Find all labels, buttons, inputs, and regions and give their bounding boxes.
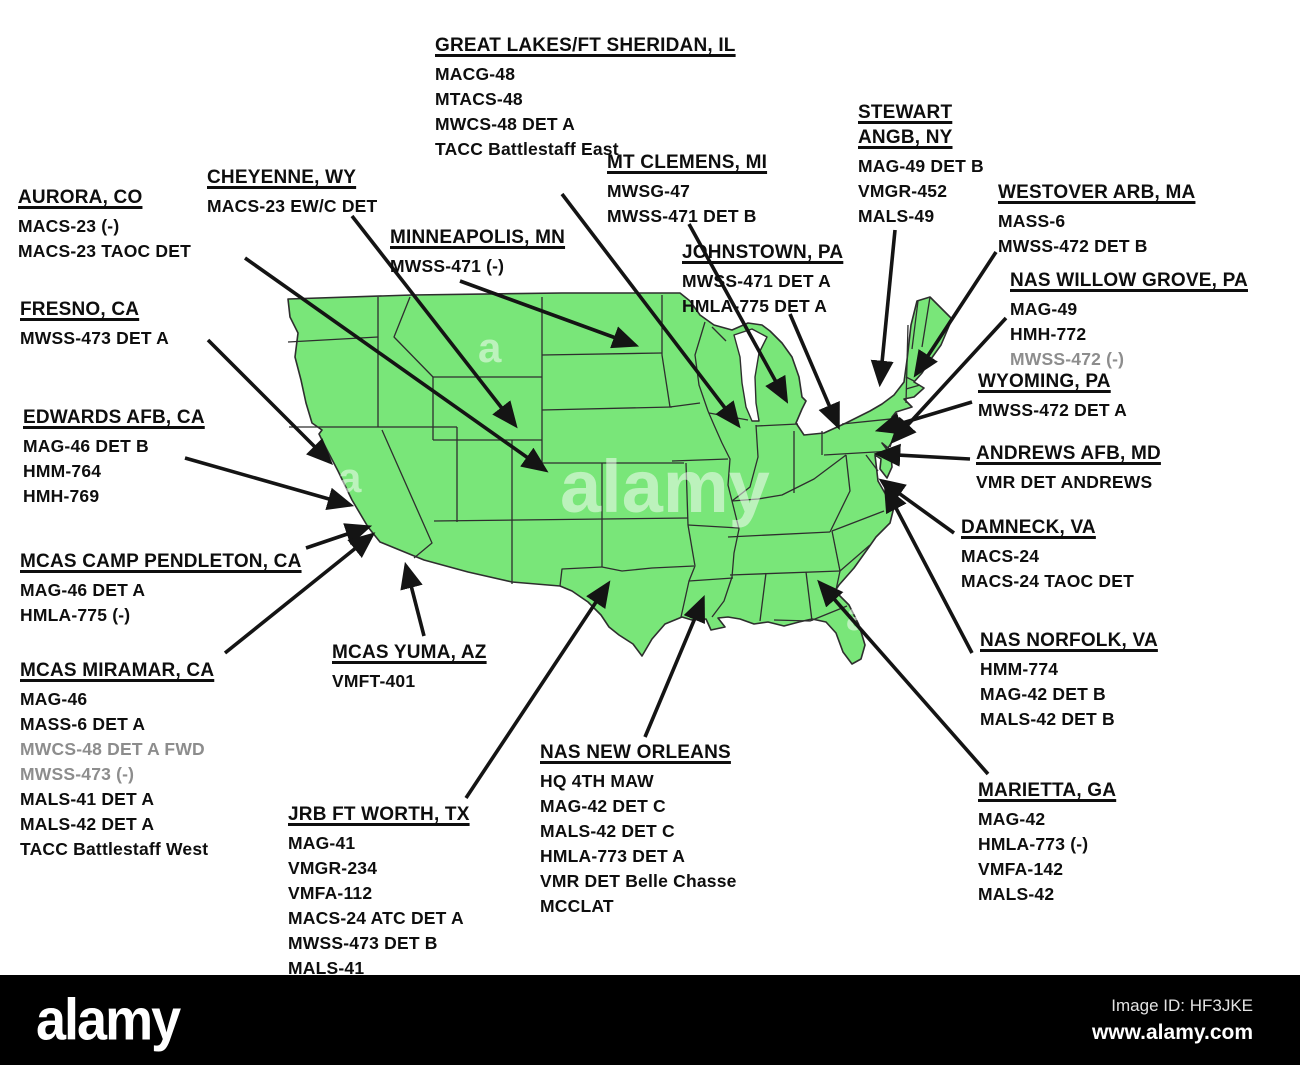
footer-info: Image ID: HF3JKE www.alamy.com	[1092, 996, 1253, 1045]
location-units: MACS-23 EW/C DET	[207, 196, 378, 216]
alamy-url-text: www.alamy.com	[1091, 1020, 1253, 1044]
watermark-a-tile: a	[478, 324, 502, 371]
arrow-marietta	[817, 579, 990, 776]
location-units: MACS-24 MACS-24 TAOC DET	[961, 546, 1135, 591]
label-marietta: MARIETTA, GA MAG-42 HMLA-773 (-) VMFA-14…	[978, 778, 1116, 907]
arrow-pendleton	[305, 523, 373, 550]
location-units-faded: MWSS-472 (-)	[1010, 349, 1125, 369]
arrow-ft-worth	[464, 580, 611, 799]
location-units: VMFT-401	[332, 671, 416, 691]
label-westover: WESTOVER ARB, MA MASS-6 MWSS-472 DET B	[998, 180, 1195, 259]
location-title: NAS NEW ORLEANS	[540, 742, 731, 763]
location-title: MCAS CAMP PENDLETON, CA	[20, 551, 302, 572]
label-damneck: DAMNECK, VA MACS-24 MACS-24 TAOC DET	[961, 515, 1134, 594]
location-title: NAS WILLOW GROVE, PA	[1010, 270, 1248, 291]
location-units: MAG-46 MASS-6 DET A	[20, 689, 146, 734]
arrow-miramar	[223, 532, 376, 655]
location-units: MWSS-473 DET A	[20, 328, 169, 348]
label-edwards: EDWARDS AFB, CA MAG-46 DET B HMM-764 HMH…	[23, 405, 205, 509]
location-units: MACS-23 (-) MACS-23 TAOC DET	[18, 216, 192, 261]
us-map-figure: alamy a a a	[184, 192, 1008, 799]
location-title: ANDREWS AFB, MD	[976, 443, 1161, 464]
label-fresno: FRESNO, CA MWSS-473 DET A	[20, 297, 169, 351]
location-title: NAS NORFOLK, VA	[980, 630, 1158, 651]
label-johnstown: JOHNSTOWN, PA MWSS-471 DET A HMLA-775 DE…	[682, 240, 843, 319]
location-title: MCAS MIRAMAR, CA	[20, 660, 215, 681]
arrow-stewart	[870, 229, 897, 388]
label-minneapolis: MINNEAPOLIS, MN MWSS-471 (-)	[390, 225, 565, 279]
location-units: MACG-48 MTACS-48 MWCS-48 DET A TACC Batt…	[435, 64, 619, 159]
image-id-text: Image ID: HF3JKE	[1111, 995, 1253, 1015]
label-pendleton: MCAS CAMP PENDLETON, CA MAG-46 DET A HML…	[20, 549, 302, 628]
arrow-johnstown	[788, 313, 840, 430]
arrow-fresno	[206, 338, 334, 466]
arrow-new-orleans	[643, 595, 705, 738]
location-title: JOHNSTOWN, PA	[682, 242, 844, 263]
location-title: FRESNO, CA	[20, 299, 140, 320]
location-title: MCAS YUMA, AZ	[332, 642, 487, 663]
alamy-footer-bar: alamy Image ID: HF3JKE www.alamy.com	[0, 975, 1300, 1065]
label-great-lakes: GREAT LAKES/FT SHERIDAN, IL MACG-48 MTAC…	[435, 33, 736, 162]
location-units: MAG-46 DET A HMLA-775 (-)	[20, 580, 146, 625]
location-units: MWSG-47 MWSS-471 DET B	[607, 181, 757, 226]
arrow-great-lakes	[560, 192, 741, 429]
arrow-westover	[913, 251, 998, 378]
arrow-wyoming-pa	[874, 400, 973, 435]
arrow-edwards	[184, 456, 355, 510]
arrow-andrews	[873, 443, 971, 467]
location-units: MWSS-471 DET A HMLA-775 DET A	[682, 271, 831, 316]
location-units: MASS-6 MWSS-472 DET B	[998, 211, 1148, 256]
location-units: MAG-46 DET B HMM-764 HMH-769	[23, 436, 149, 506]
location-title: CHEYENNE, WY	[207, 167, 357, 188]
label-ft-worth: JRB FT WORTH, TX MAG-41 VMGR-234 VMFA-11…	[288, 802, 470, 981]
label-aurora: AURORA, CO MACS-23 (-) MACS-23 TAOC DET	[18, 185, 191, 264]
watermark-a-tile: a	[338, 454, 362, 501]
label-cheyenne: CHEYENNE, WY MACS-23 EW/C DET	[207, 165, 377, 219]
arrow-norfolk	[883, 485, 974, 654]
label-norfolk: NAS NORFOLK, VA HMM-774 MAG-42 DET B MAL…	[980, 628, 1158, 732]
label-mt-clemens: MT CLEMENS, MI MWSG-47 MWSS-471 DET B	[607, 150, 767, 229]
location-title: MT CLEMENS, MI	[607, 152, 768, 173]
label-stewart: STEWART ANGB, NY MAG-49 DET B VMGR-452 M…	[858, 100, 984, 229]
arrow-yuma	[400, 561, 426, 637]
location-units: MALS-41 DET A MALS-42 DET A TACC Battles…	[20, 789, 209, 859]
label-yuma: MCAS YUMA, AZ VMFT-401	[332, 640, 487, 694]
location-units: MAG-49 HMH-772	[1010, 299, 1087, 344]
label-miramar: MCAS MIRAMAR, CA MAG-46 MASS-6 DET A MWC…	[20, 658, 214, 862]
location-units: MAG-42 HMLA-773 (-) VMFA-142 MALS-42	[978, 809, 1089, 904]
location-title: EDWARDS AFB, CA	[23, 407, 205, 428]
location-title: DAMNECK, VA	[961, 517, 1096, 538]
state-borders	[287, 295, 931, 622]
map-watermark: alamy a a a	[338, 324, 870, 639]
arrow-mt-clemens	[687, 223, 789, 404]
location-arrows	[184, 192, 1008, 799]
location-title: STEWART ANGB, NY	[858, 102, 953, 148]
alamy-logo: alamy	[36, 987, 181, 1053]
location-units: MAG-41 VMGR-234 VMFA-112 MACS-24 ATC DET…	[288, 833, 464, 978]
location-title: WYOMING, PA	[978, 371, 1111, 392]
location-title: WESTOVER ARB, MA	[998, 182, 1196, 203]
location-units: VMR DET ANDREWS	[976, 472, 1153, 492]
arrow-aurora	[243, 256, 549, 473]
location-units: MWSS-471 (-)	[390, 256, 505, 276]
location-units-faded: MWCS-48 DET A FWD MWSS-473 (-)	[20, 739, 205, 784]
location-units: MWSS-472 DET A	[978, 400, 1127, 420]
location-units: HMM-774 MAG-42 DET B MALS-42 DET B	[980, 659, 1115, 729]
watermark-alamy-text: alamy	[560, 445, 770, 528]
label-andrews: ANDREWS AFB, MD VMR DET ANDREWS	[976, 441, 1161, 495]
label-willow-grove: NAS WILLOW GROVE, PA MAG-49 HMH-772 MWSS…	[1010, 268, 1248, 372]
location-units: HQ 4TH MAW MAG-42 DET C MALS-42 DET C HM…	[540, 771, 737, 916]
label-wyoming-pa: WYOMING, PA MWSS-472 DET A	[978, 369, 1127, 423]
arrow-cheyenne	[350, 214, 518, 429]
location-title: AURORA, CO	[18, 187, 143, 208]
location-title: MINNEAPOLIS, MN	[390, 227, 566, 248]
location-title: GREAT LAKES/FT SHERIDAN, IL	[435, 35, 736, 56]
location-title: MARIETTA, GA	[978, 780, 1117, 801]
location-title: JRB FT WORTH, TX	[288, 804, 470, 825]
label-new-orleans: NAS NEW ORLEANS HQ 4TH MAW MAG-42 DET C …	[540, 740, 737, 919]
location-units: MAG-49 DET B VMGR-452 MALS-49	[858, 156, 984, 226]
arrow-minneapolis	[459, 279, 640, 349]
